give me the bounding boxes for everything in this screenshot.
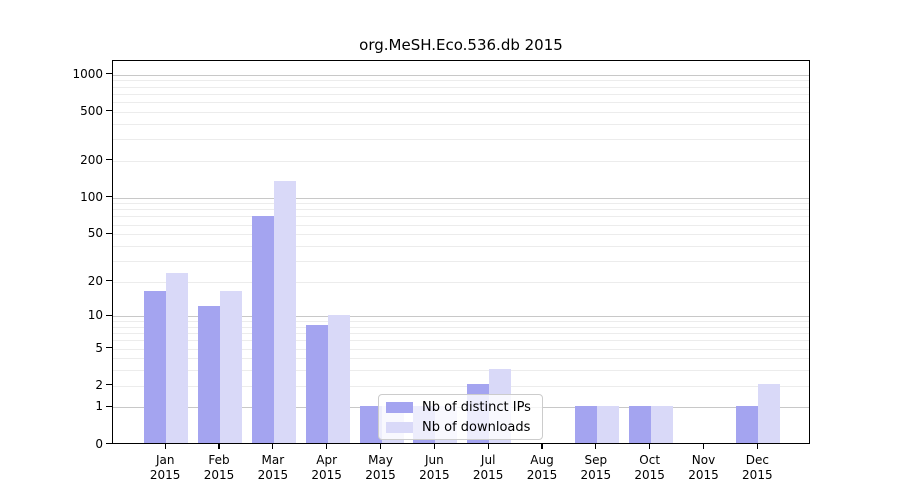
minor-gridline — [113, 111, 809, 113]
x-tick-label-may: May 2015 — [365, 453, 396, 482]
bar-jan-downloads — [166, 272, 189, 443]
x-tick-mark — [218, 444, 220, 449]
minor-gridline — [113, 358, 809, 360]
y-tick-label-20: 20 — [87, 273, 103, 288]
y-tick-label-5: 5 — [95, 340, 103, 355]
y-tick-mark — [106, 159, 112, 161]
minor-gridline — [113, 234, 809, 236]
bar-apr-distinct-ips — [305, 325, 328, 443]
x-tick-mark — [702, 444, 705, 449]
y-tick-label-500: 500 — [80, 103, 103, 118]
minor-gridline — [113, 160, 809, 162]
x-tick-label-sep: Sep 2015 — [580, 453, 612, 482]
bar-may-distinct-ips — [359, 405, 382, 443]
y-tick-mark — [106, 405, 112, 407]
legend: Nb of distinct IPs Nb of downloads — [378, 394, 543, 440]
bar-oct-distinct-ips — [628, 405, 651, 443]
y-tick-mark — [106, 280, 112, 282]
x-tick-label-mar: Mar 2015 — [257, 453, 289, 482]
bar-mar-distinct-ips — [251, 216, 274, 443]
minor-gridline — [113, 385, 809, 387]
bar-feb-downloads — [220, 291, 243, 443]
major-gridline — [113, 316, 809, 318]
y-tick-label-1000: 1000 — [72, 66, 103, 81]
minor-gridline — [113, 370, 809, 372]
minor-gridline — [113, 209, 809, 211]
x-tick-label-nov: Nov 2015 — [688, 453, 719, 482]
minor-gridline — [113, 86, 809, 88]
y-tick-label-200: 200 — [80, 152, 103, 167]
legend-row-distinct-ips: Nb of distinct IPs — [386, 400, 535, 415]
x-tick-label-jul: Jul 2015 — [472, 453, 504, 482]
y-tick-mark — [106, 110, 112, 112]
x-tick-mark — [326, 444, 328, 449]
minor-gridline — [113, 93, 809, 95]
minor-gridline — [113, 340, 809, 342]
legend-swatch-distinct-ips — [386, 401, 413, 413]
x-tick-label-jun: Jun 2015 — [419, 453, 450, 482]
legend-row-downloads: Nb of downloads — [386, 420, 535, 435]
chart-title: org.MeSH.Eco.536.db 2015 — [359, 36, 563, 54]
y-tick-label-10: 10 — [87, 308, 103, 323]
minor-gridline — [113, 216, 809, 218]
x-tick-label-aug: Aug 2015 — [526, 453, 558, 482]
bar-feb-distinct-ips — [198, 305, 221, 443]
x-tick-mark — [649, 444, 651, 449]
y-tick-mark — [106, 232, 112, 234]
y-tick-label-2: 2 — [95, 377, 103, 392]
minor-gridline — [113, 123, 809, 125]
plot-area — [112, 60, 810, 444]
minor-gridline — [113, 245, 809, 247]
major-gridline — [113, 197, 809, 199]
x-tick-mark — [595, 444, 597, 449]
minor-gridline — [113, 224, 809, 226]
y-tick-mark — [106, 195, 112, 198]
legend-swatch-downloads — [386, 421, 413, 433]
minor-gridline — [113, 326, 809, 328]
bar-jan-distinct-ips — [144, 291, 167, 443]
y-tick-mark — [106, 442, 112, 445]
bar-dec-distinct-ips — [736, 405, 759, 443]
major-gridline — [113, 74, 809, 76]
bar-dec-downloads — [758, 384, 781, 443]
y-tick-label-50: 50 — [87, 226, 103, 241]
y-tick-mark — [106, 347, 112, 349]
bar-sep-downloads — [596, 405, 619, 443]
y-tick-label-1: 1 — [95, 399, 103, 414]
bar-oct-downloads — [650, 405, 673, 443]
x-tick-mark — [487, 444, 489, 449]
minor-gridline — [113, 203, 809, 205]
minor-gridline — [113, 333, 809, 335]
minor-gridline — [113, 102, 809, 104]
y-tick-mark — [106, 314, 112, 316]
bar-mar-downloads — [273, 180, 296, 443]
legend-label-distinct-ips: Nb of distinct IPs — [422, 399, 531, 415]
bar-sep-distinct-ips — [574, 405, 597, 443]
x-tick-mark — [272, 444, 274, 449]
x-tick-mark — [379, 444, 382, 449]
minor-gridline — [113, 281, 809, 283]
x-tick-mark — [433, 444, 435, 449]
y-axis-labels: 0 1 2 5 10 20 50 100 200 500 1000 — [0, 0, 103, 500]
y-tick-label-100: 100 — [80, 189, 103, 204]
x-tick-label-oct: Oct 2015 — [634, 453, 665, 482]
x-tick-label-dec: Dec 2015 — [742, 453, 773, 482]
minor-gridline — [113, 321, 809, 323]
legend-label-downloads: Nb of downloads — [422, 419, 531, 435]
minor-gridline — [113, 139, 809, 141]
y-tick-label-0: 0 — [95, 436, 103, 451]
y-tick-mark — [106, 73, 112, 75]
minor-gridline — [113, 348, 809, 350]
minor-gridline — [113, 260, 809, 262]
x-tick-label-apr: Apr 2015 — [311, 453, 342, 482]
bar-apr-downloads — [327, 314, 350, 443]
x-tick-label-feb: Feb 2015 — [203, 453, 235, 482]
x-tick-mark — [756, 444, 758, 449]
minor-gridline — [113, 80, 809, 82]
x-tick-mark — [164, 444, 166, 449]
x-tick-mark — [541, 444, 543, 449]
y-tick-mark — [106, 384, 112, 386]
x-tick-label-jan: Jan 2015 — [149, 453, 181, 482]
